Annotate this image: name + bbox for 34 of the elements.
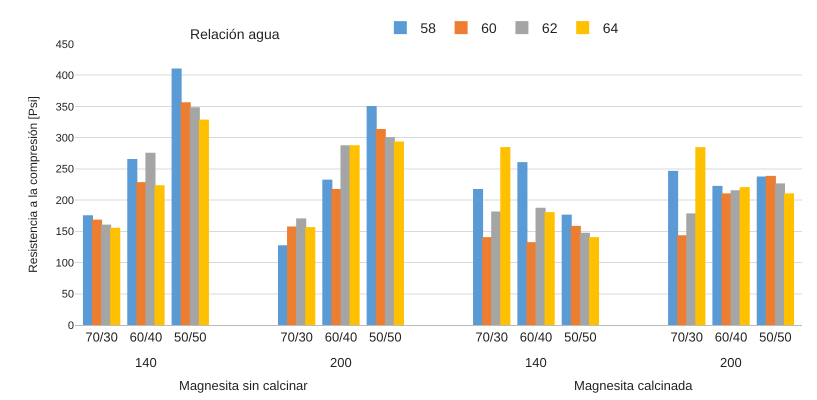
text: 140 bbox=[525, 355, 547, 370]
legend-label: 60 bbox=[481, 20, 497, 36]
legend-title: Relación agua bbox=[190, 26, 280, 42]
y-tick-label: 50 bbox=[62, 288, 74, 301]
y-tick-label: 250 bbox=[56, 164, 74, 176]
y-tick-label: 300 bbox=[56, 132, 74, 145]
y-tick-label: 0 bbox=[68, 320, 74, 332]
x-tick-label: 70/30 bbox=[280, 330, 313, 345]
x-tick-label: 50/50 bbox=[564, 330, 597, 345]
y-tick-label: 450 bbox=[56, 38, 74, 51]
text: Magnesita sin calcinar bbox=[179, 378, 308, 393]
x-tick-label: 70/30 bbox=[475, 330, 508, 345]
legend-label: 58 bbox=[420, 20, 436, 36]
y-tick-label: 200 bbox=[56, 194, 74, 207]
x-tick-label: 60/40 bbox=[714, 330, 748, 345]
x-tick-label: 60/40 bbox=[130, 330, 162, 345]
x-tick-label: 50/50 bbox=[174, 330, 207, 345]
x-tick-label: 50/50 bbox=[369, 330, 402, 345]
legend-label: 64 bbox=[602, 20, 618, 36]
y-tick-label: 100 bbox=[56, 257, 74, 270]
y-axis-title: Resistencia a la compresión [Psi] bbox=[26, 96, 40, 273]
x-tick-label: 60/40 bbox=[324, 330, 358, 345]
x-tick-label: 60/40 bbox=[520, 330, 552, 345]
y-tick-label: 400 bbox=[56, 70, 74, 82]
x-tick-label: 70/30 bbox=[85, 330, 118, 345]
x-tick-label: 50/50 bbox=[759, 330, 792, 345]
text: Magnesita calcinada bbox=[574, 378, 694, 393]
y-tick-label: 350 bbox=[56, 101, 74, 114]
text: 200 bbox=[330, 355, 352, 370]
x-tick-label: 70/30 bbox=[670, 330, 704, 345]
legend-label: 62 bbox=[542, 20, 558, 36]
text: 200 bbox=[720, 355, 742, 370]
y-tick-label: 150 bbox=[56, 226, 74, 238]
text: 140 bbox=[135, 355, 157, 370]
